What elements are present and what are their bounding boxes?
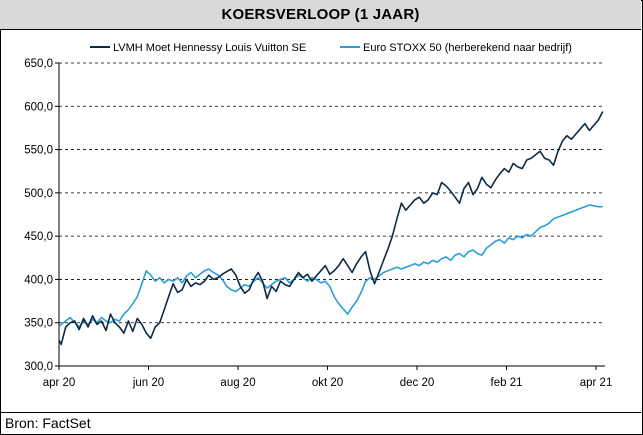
chart-title: KOERSVERLOOP (1 JAAR)	[0, 0, 641, 30]
grid	[59, 62, 605, 324]
x-tick-label: aug 20	[220, 377, 255, 389]
y-tick-label: 400,0	[24, 274, 53, 286]
x-tick-label: apr 20	[43, 377, 76, 389]
y-axis: 300,0 350,0 400,0 450,0 500,0 550,0 600,0 650,0	[24, 58, 60, 373]
x-axis: apr 20 jun 20 aug 20 okt 20 dec 20 feb 21 apr …	[43, 365, 613, 389]
y-tick-label: 500,0	[24, 188, 53, 200]
series-line-lvmh	[58, 111, 604, 346]
series-lines	[58, 111, 604, 346]
y-tick-label: 600,0	[24, 101, 53, 113]
x-tick-label: jun 20	[132, 377, 164, 389]
x-tick-label: okt 20	[312, 377, 343, 389]
x-tick-label: dec 20	[400, 377, 435, 389]
line-chart: LVMH Moet Hennessy Louis Vuitton SE Euro…	[24, 42, 613, 389]
legend-label-stoxx: Euro STOXX 50 (herberekend naar bedrijf)	[363, 42, 572, 54]
y-tick-label: 450,0	[24, 231, 53, 243]
series-line-stoxx	[58, 204, 603, 328]
y-tick-label: 350,0	[24, 318, 53, 330]
source-note: Bron: FactSet	[0, 412, 641, 433]
y-tick-label: 550,0	[24, 145, 53, 157]
legend: LVMH Moet Hennessy Louis Vuitton SE Euro…	[90, 42, 572, 54]
legend-label-lvmh: LVMH Moet Hennessy Louis Vuitton SE	[113, 42, 306, 54]
y-tick-label: 300,0	[24, 361, 53, 373]
x-tick-label: feb 21	[491, 377, 523, 389]
y-tick-label: 650,0	[24, 58, 53, 70]
x-tick-label: apr 21	[580, 377, 613, 389]
